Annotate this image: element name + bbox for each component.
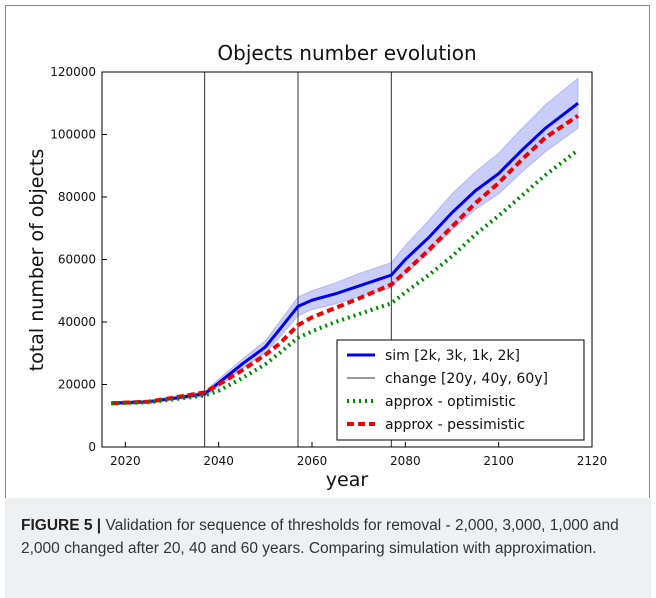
caption-text: Validation for sequence of thresholds fo… <box>21 517 619 557</box>
x-tick-label: 2020 <box>110 454 141 468</box>
x-tick-label: 2040 <box>203 454 234 468</box>
caption-label: FIGURE 5 | <box>21 517 102 534</box>
legend-label: approx - pessimistic <box>385 417 525 433</box>
plot-frame <box>101 71 593 448</box>
x-tick-label: 2060 <box>297 454 328 468</box>
legend-label: sim [2k, 3k, 1k, 2k] <box>385 348 520 364</box>
y-tick-label: 0 <box>88 440 96 454</box>
legend-label: change [20y, 40y, 60y] <box>385 371 548 387</box>
x-tick-label: 2120 <box>577 454 608 468</box>
y-tick-label: 120000 <box>50 65 96 79</box>
y-tick-label: 100000 <box>50 128 96 142</box>
caption: FIGURE 5 | Validation for sequence of th… <box>5 498 651 598</box>
chart-title: Objects number evolution <box>217 41 476 65</box>
y-tick-label: 20000 <box>58 378 96 392</box>
y-tick-label: 40000 <box>58 315 96 329</box>
legend-box <box>336 339 585 441</box>
series-line <box>111 114 580 406</box>
legend-label: approx - optimistic <box>385 394 516 410</box>
y-axis-label: total number of objects <box>26 149 48 371</box>
series-line <box>111 148 580 406</box>
chart: Objects number evolution year total numb… <box>26 41 608 491</box>
y-tick-label: 60000 <box>58 253 96 267</box>
x-axis-label: year <box>326 469 369 491</box>
x-tick-label: 2080 <box>390 454 421 468</box>
x-tick-label: 2100 <box>483 454 514 468</box>
figure-frame <box>5 5 650 593</box>
y-tick-label: 80000 <box>58 190 96 204</box>
